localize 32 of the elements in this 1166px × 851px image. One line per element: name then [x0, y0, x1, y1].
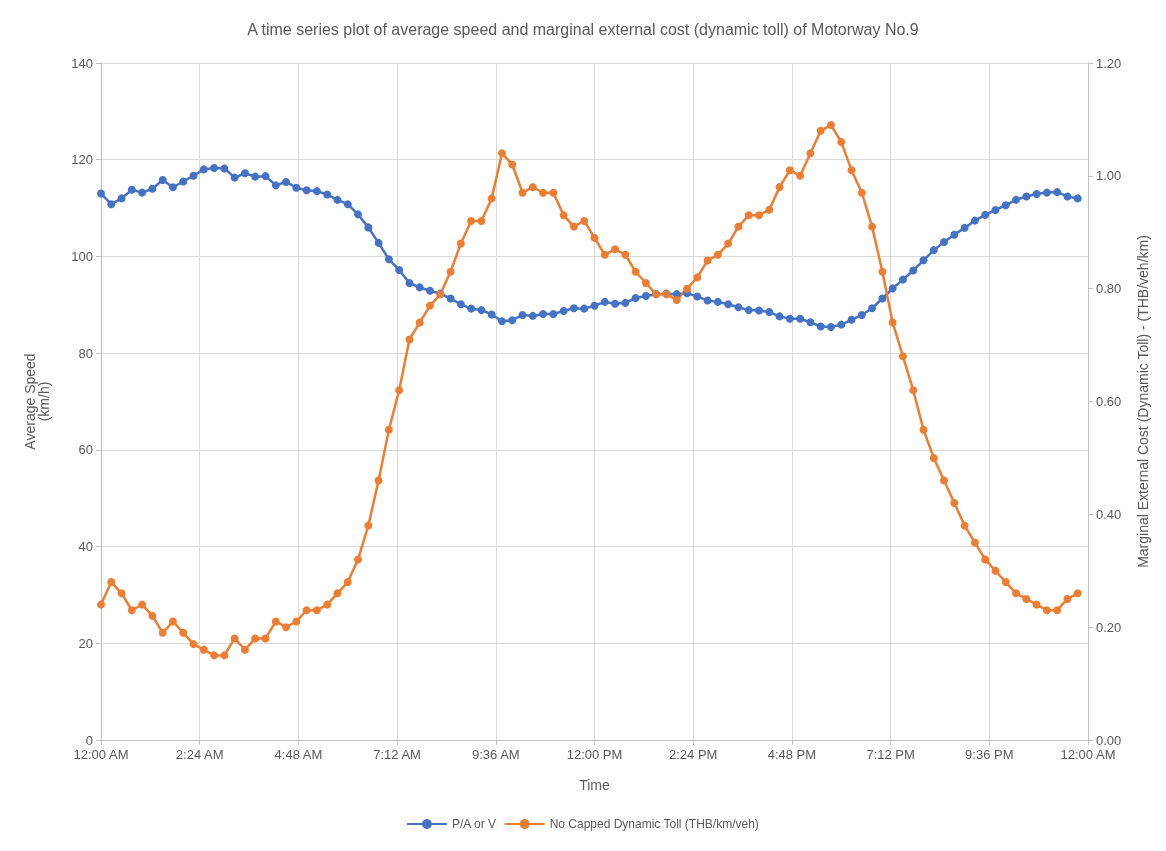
chart-title: A time series plot of average speed and marginal external cost (dynamic toll) of Motorway No.9	[247, 20, 919, 38]
y2-tick-label: 0.80	[1096, 281, 1122, 297]
x-tick-label: 12:00 PM	[566, 747, 623, 762]
x-axis-title: Time	[579, 777, 611, 793]
x-tick-label: 2:24 AM	[175, 747, 224, 762]
legend-label: No Capped Dynamic Toll (THB/km/veh)	[549, 817, 759, 831]
legend-label: P/A or V	[451, 817, 496, 831]
y2-tick-label: 1.00	[1096, 168, 1122, 184]
x-tick-label: 7:12 PM	[866, 747, 915, 762]
y-tick-label: 40	[78, 539, 93, 555]
x-tick-label: 4:48 AM	[274, 747, 323, 762]
x-tick-label: 4:48 PM	[767, 747, 817, 762]
y2-tick-label: 1.20	[1096, 55, 1122, 71]
y-tick-label: 20	[78, 635, 93, 651]
y-axis-title: Average Speed (km/h)	[22, 353, 52, 450]
y2-tick-label: 0.40	[1096, 506, 1122, 522]
y-tick-label: 120	[71, 152, 93, 168]
y-tick-label: 100	[71, 248, 93, 264]
y-tick-label: 0	[85, 732, 93, 748]
x-tick-label: 12:00 AM	[1060, 747, 1116, 762]
y2-tick-label: 0.20	[1096, 619, 1122, 635]
y2-tick-label: 0.00	[1096, 732, 1122, 748]
x-tick-label: 9:36 PM	[965, 747, 1014, 762]
x-tick-label: 12:00 AM	[73, 747, 129, 762]
y2-tick-label: 0.60	[1096, 394, 1122, 409]
x-tick-label: 7:12 AM	[373, 747, 421, 762]
y-tick-label: 140	[71, 55, 93, 71]
y-tick-label: 80	[78, 345, 93, 361]
y-tick-label: 60	[78, 442, 93, 458]
x-tick-label: 2:24 PM	[668, 747, 718, 762]
x-tick-label: 9:36 AM	[471, 747, 520, 762]
y2-axis-title: Marginal External Cost (Dynamic Toll) - (THB/veh/km)	[1135, 235, 1151, 568]
